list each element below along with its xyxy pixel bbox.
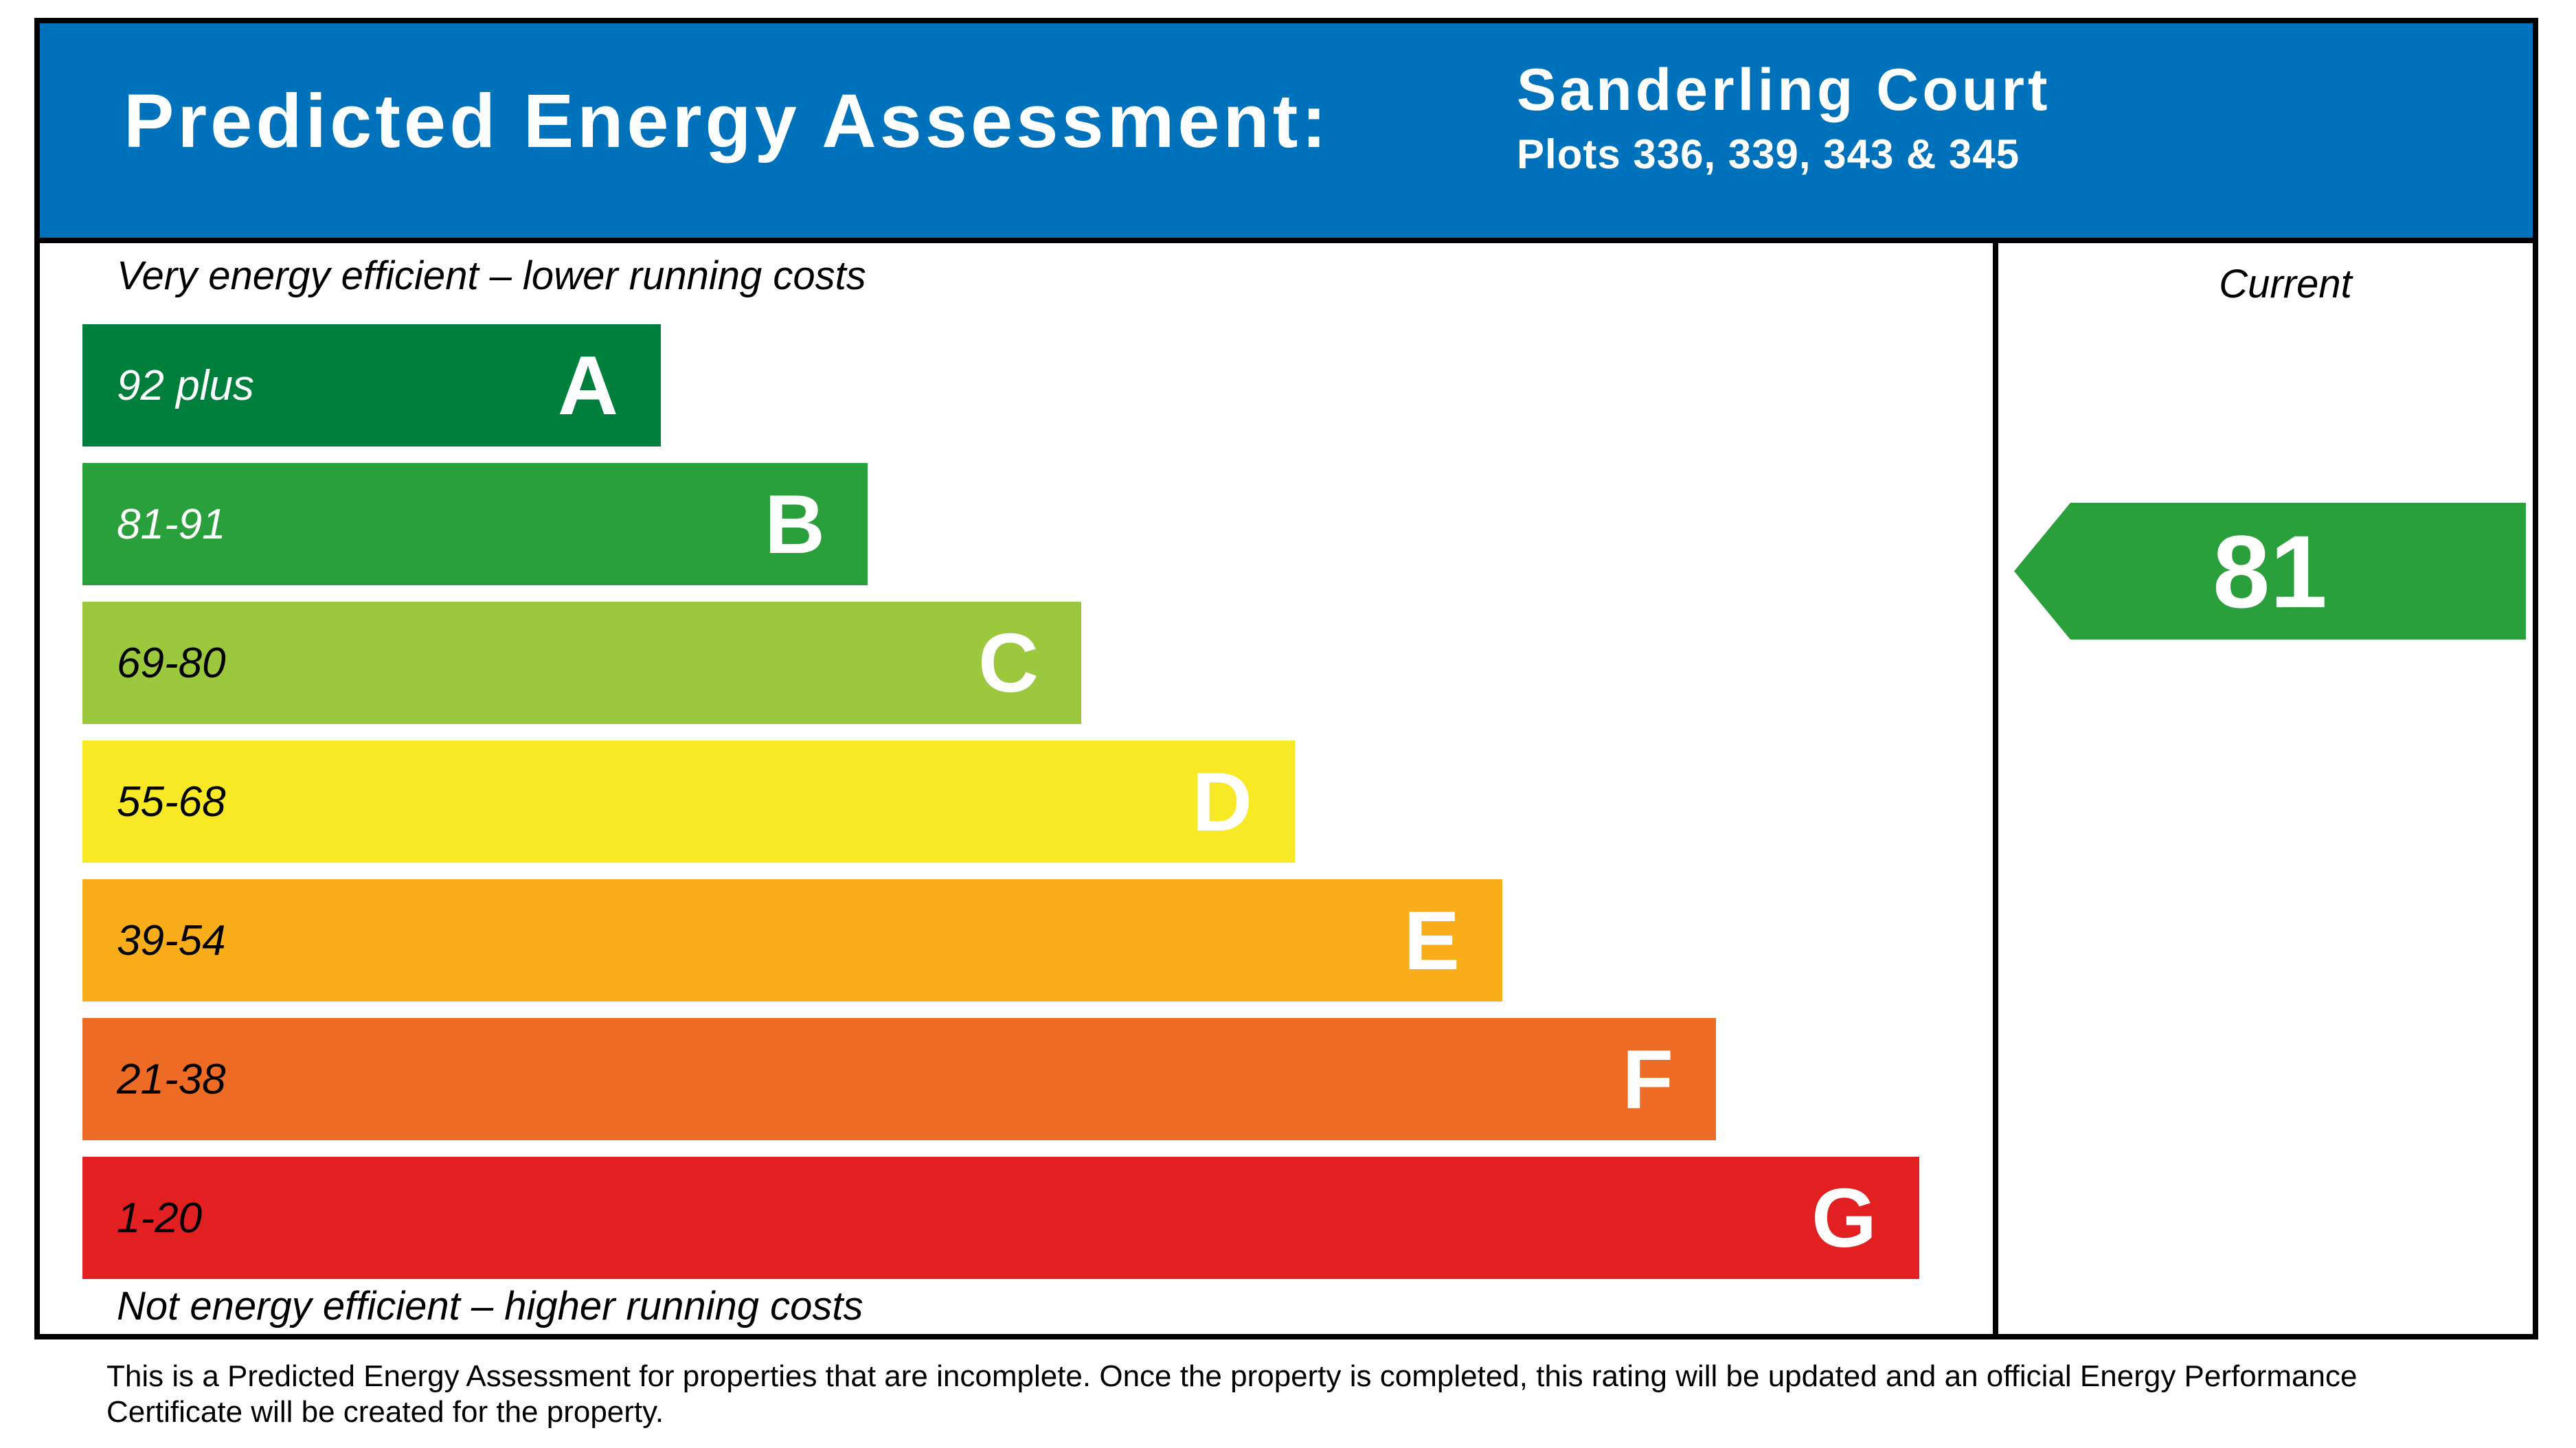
band-range-label: 81-91 xyxy=(117,500,226,548)
band-range-label: 69-80 xyxy=(117,639,226,687)
band-range-label: 39-54 xyxy=(117,916,226,964)
band-letter: D xyxy=(1191,755,1252,848)
property-name: Sanderling Court xyxy=(1517,57,2051,123)
epc-band-a: 92 plus A xyxy=(82,324,661,446)
caption-very-efficient: Very energy efficient – lower running co… xyxy=(117,253,866,298)
current-arrow: 81 xyxy=(2014,503,2526,640)
epc-band-c: 69-80 C xyxy=(82,602,1081,724)
header: Predicted Energy Assessment: Sanderling … xyxy=(40,23,2533,243)
current-rating-value: 81 xyxy=(2213,513,2327,629)
rating-scale: 92 plus A 81-91 B 69-80 C 55-68 D 39-54 … xyxy=(82,324,1919,1296)
epc-band-g: 1-20 G xyxy=(82,1157,1919,1279)
epc-frame: Predicted Energy Assessment: Sanderling … xyxy=(34,18,2538,1339)
band-letter: G xyxy=(1811,1171,1877,1265)
epc-band-e: 39-54 E xyxy=(82,879,1502,1002)
epc-band-d: 55-68 D xyxy=(82,740,1295,863)
column-divider xyxy=(1993,243,1998,1334)
plots-line: Plots 336, 339, 343 & 345 xyxy=(1517,131,2020,178)
band-range-label: 92 plus xyxy=(117,361,254,409)
epc-band-f: 21-38 F xyxy=(82,1018,1716,1140)
current-column-header: Current xyxy=(2219,262,2352,306)
band-range-label: 21-38 xyxy=(117,1055,226,1103)
band-letter: B xyxy=(764,477,825,571)
band-letter: A xyxy=(557,339,618,432)
band-letter: E xyxy=(1403,894,1460,987)
property-block: Sanderling Court Plots 336, 339, 343 & 3… xyxy=(1517,59,2051,178)
footer-line-2: Certificate will be created for the prop… xyxy=(106,1394,664,1429)
band-letter: F xyxy=(1622,1032,1673,1126)
footer-line-1: This is a Predicted Energy Assessment fo… xyxy=(106,1359,2358,1393)
caption-not-efficient: Not energy efficient – higher running co… xyxy=(117,1284,863,1328)
band-range-label: 55-68 xyxy=(117,778,226,826)
epc-band-b: 81-91 B xyxy=(82,463,868,585)
current-column: Current 81 xyxy=(1998,243,2573,1334)
footer-disclaimer: This is a Predicted Energy Assessment fo… xyxy=(106,1359,2357,1430)
band-range-label: 1-20 xyxy=(117,1194,203,1242)
page-title: Predicted Energy Assessment: xyxy=(124,79,1331,163)
band-letter: C xyxy=(978,616,1039,710)
